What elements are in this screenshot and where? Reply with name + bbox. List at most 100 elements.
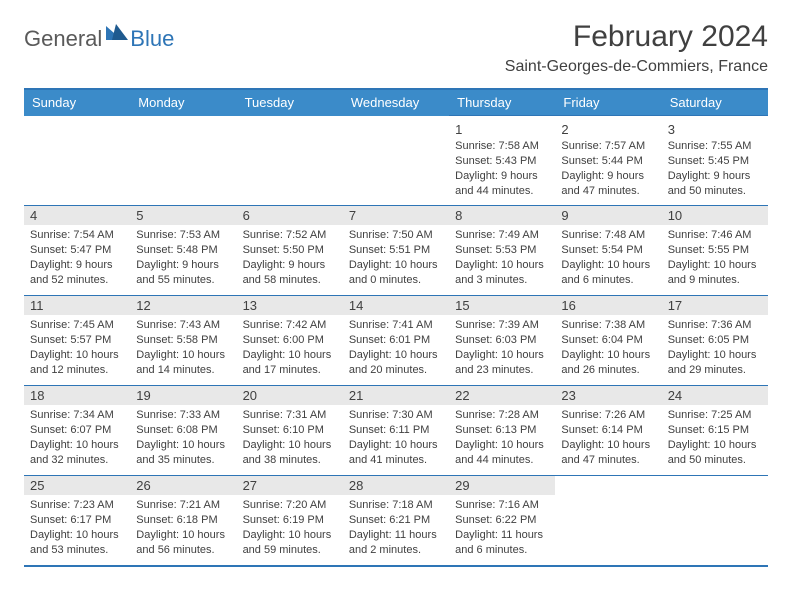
calendar-day-cell: 26 Sunrise: 7:21 AMSunset: 6:18 PMDayligh… (130, 476, 236, 566)
calendar-week-row: 1Sunrise: 7:58 AMSunset: 5:43 PMDaylight… (24, 116, 768, 206)
daylight-line-2: and 20 minutes. (349, 363, 443, 378)
daylight-line-2: and 55 minutes. (136, 273, 230, 288)
day-content: 19Sunrise: 7:33 AMSunset: 6:08 PMDayligh… (130, 386, 236, 473)
sunset-line: Sunset: 6:17 PM (30, 513, 124, 528)
daylight-line-2: and 6 minutes. (455, 543, 549, 558)
sunrise-line: Sunrise: 7:49 AM (455, 228, 549, 243)
calendar-day-cell: 14 Sunrise: 7:41 AMSunset: 6:01 PMDayligh… (343, 296, 449, 386)
daylight-line-1: Daylight: 10 hours (455, 438, 549, 453)
sunset-line: Sunset: 6:05 PM (668, 333, 762, 348)
sunrise-line: Sunrise: 7:45 AM (30, 318, 124, 333)
daylight-line-2: and 38 minutes. (243, 453, 337, 468)
day-number: 21 (343, 386, 449, 405)
day-number: 14 (343, 296, 449, 315)
sunset-line: Sunset: 5:45 PM (668, 154, 762, 169)
daylight-line-1: Daylight: 10 hours (668, 438, 762, 453)
daylight-line-2: and 2 minutes. (349, 543, 443, 558)
weekday-header: Monday (130, 89, 236, 116)
daylight-line-1: Daylight: 10 hours (30, 348, 124, 363)
calendar-week-row: 11Sunrise: 7:45 AMSunset: 5:57 PMDayligh… (24, 296, 768, 386)
day-number: 2 (561, 120, 655, 137)
sunrise-line: Sunrise: 7:34 AM (30, 408, 124, 423)
calendar-day-cell: 16Sunrise: 7:38 AMSunset: 6:04 PMDayligh… (555, 296, 661, 386)
sunset-line: Sunset: 6:10 PM (243, 423, 337, 438)
day-content: 22Sunrise: 7:28 AMSunset: 6:13 PMDayligh… (449, 386, 555, 473)
sunrise-line: Sunrise: 7:26 AM (561, 408, 655, 423)
daylight-line-1: Daylight: 10 hours (136, 528, 230, 543)
daylight-line-1: Daylight: 10 hours (349, 348, 443, 363)
daylight-line-1: Daylight: 10 hours (243, 438, 337, 453)
sunset-line: Sunset: 5:51 PM (349, 243, 443, 258)
day-number: 19 (130, 386, 236, 405)
daylight-line-2: and 12 minutes. (30, 363, 124, 378)
day-number: 6 (237, 206, 343, 225)
sunset-line: Sunset: 6:01 PM (349, 333, 443, 348)
sunrise-line: Sunrise: 7:43 AM (136, 318, 230, 333)
calendar-day-cell: 6Sunrise: 7:52 AMSunset: 5:50 PMDaylight… (237, 206, 343, 296)
sunset-line: Sunset: 6:18 PM (136, 513, 230, 528)
daylight-line-1: Daylight: 10 hours (455, 258, 549, 273)
logo: General Blue (24, 26, 174, 52)
daylight-line-1: Daylight: 10 hours (668, 258, 762, 273)
sunrise-line: Sunrise: 7:41 AM (349, 318, 443, 333)
daylight-line-2: and 52 minutes. (30, 273, 124, 288)
day-content: 3Sunrise: 7:55 AMSunset: 5:45 PMDaylight… (662, 116, 768, 204)
sunset-line: Sunset: 6:14 PM (561, 423, 655, 438)
sunrise-line: Sunrise: 7:16 AM (455, 498, 549, 513)
calendar-header-row: Sunday Monday Tuesday Wednesday Thursday… (24, 89, 768, 116)
sunrise-line: Sunrise: 7:52 AM (243, 228, 337, 243)
month-title: February 2024 (505, 20, 768, 54)
calendar-day-cell: 22Sunrise: 7:28 AMSunset: 6:13 PMDayligh… (449, 386, 555, 476)
daylight-line-1: Daylight: 10 hours (561, 258, 655, 273)
day-content: 15Sunrise: 7:39 AMSunset: 6:03 PMDayligh… (449, 296, 555, 383)
daylight-line-2: and 47 minutes. (561, 184, 655, 199)
calendar-day-cell: 17Sunrise: 7:36 AMSunset: 6:05 PMDayligh… (662, 296, 768, 386)
calendar-day-cell: 18Sunrise: 7:34 AMSunset: 6:07 PMDayligh… (24, 386, 130, 476)
day-number: 9 (555, 206, 661, 225)
daylight-line-2: and 50 minutes. (668, 184, 762, 199)
calendar-day-cell: 27Sunrise: 7:20 AMSunset: 6:19 PMDayligh… (237, 476, 343, 566)
daylight-line-1: Daylight: 10 hours (136, 348, 230, 363)
day-number: 22 (449, 386, 555, 405)
daylight-line-2: and 26 minutes. (561, 363, 655, 378)
sunrise-line: Sunrise: 7:30 AM (349, 408, 443, 423)
day-number: 12 (130, 296, 236, 315)
day-number: 20 (237, 386, 343, 405)
calendar-day-cell: 10Sunrise: 7:46 AMSunset: 5:55 PMDayligh… (662, 206, 768, 296)
calendar-day-cell: 29Sunrise: 7:16 AMSunset: 6:22 PMDayligh… (449, 476, 555, 566)
location: Saint-Georges-de-Commiers, France (505, 58, 768, 76)
calendar-day-cell: 12Sunrise: 7:43 AMSunset: 5:58 PMDayligh… (130, 296, 236, 386)
day-number: 27 (237, 476, 343, 495)
daylight-line-2: and 23 minutes. (455, 363, 549, 378)
sunset-line: Sunset: 6:00 PM (243, 333, 337, 348)
day-content: 24Sunrise: 7:25 AMSunset: 6:15 PMDayligh… (662, 386, 768, 473)
day-number: 5 (130, 206, 236, 225)
day-number: 4 (24, 206, 130, 225)
day-content: 11Sunrise: 7:45 AMSunset: 5:57 PMDayligh… (24, 296, 130, 383)
calendar-day-cell (662, 476, 768, 566)
sunset-line: Sunset: 6:15 PM (668, 423, 762, 438)
sunrise-line: Sunrise: 7:23 AM (30, 498, 124, 513)
daylight-line-2: and 41 minutes. (349, 453, 443, 468)
day-content: 9Sunrise: 7:48 AMSunset: 5:54 PMDaylight… (555, 206, 661, 293)
day-content: 1Sunrise: 7:58 AMSunset: 5:43 PMDaylight… (449, 116, 555, 204)
calendar-day-cell: 28Sunrise: 7:18 AMSunset: 6:21 PMDayligh… (343, 476, 449, 566)
day-content: 17Sunrise: 7:36 AMSunset: 6:05 PMDayligh… (662, 296, 768, 383)
sunrise-line: Sunrise: 7:21 AM (136, 498, 230, 513)
daylight-line-1: Daylight: 11 hours (455, 528, 549, 543)
daylight-line-2: and 50 minutes. (668, 453, 762, 468)
daylight-line-2: and 47 minutes. (561, 453, 655, 468)
daylight-line-1: Daylight: 10 hours (30, 528, 124, 543)
day-number: 17 (662, 296, 768, 315)
calendar-day-cell: 20Sunrise: 7:31 AMSunset: 6:10 PMDayligh… (237, 386, 343, 476)
day-number: 23 (555, 386, 661, 405)
calendar-day-cell: 7Sunrise: 7:50 AMSunset: 5:51 PMDaylight… (343, 206, 449, 296)
calendar-week-row: 25Sunrise: 7:23 AMSunset: 6:17 PMDayligh… (24, 476, 768, 566)
day-number: 18 (24, 386, 130, 405)
day-number: 1 (455, 120, 549, 137)
day-number: 26 (130, 476, 236, 495)
daylight-line-2: and 35 minutes. (136, 453, 230, 468)
day-number: 11 (24, 296, 130, 315)
daylight-line-2: and 44 minutes. (455, 453, 549, 468)
weekday-header: Tuesday (237, 89, 343, 116)
